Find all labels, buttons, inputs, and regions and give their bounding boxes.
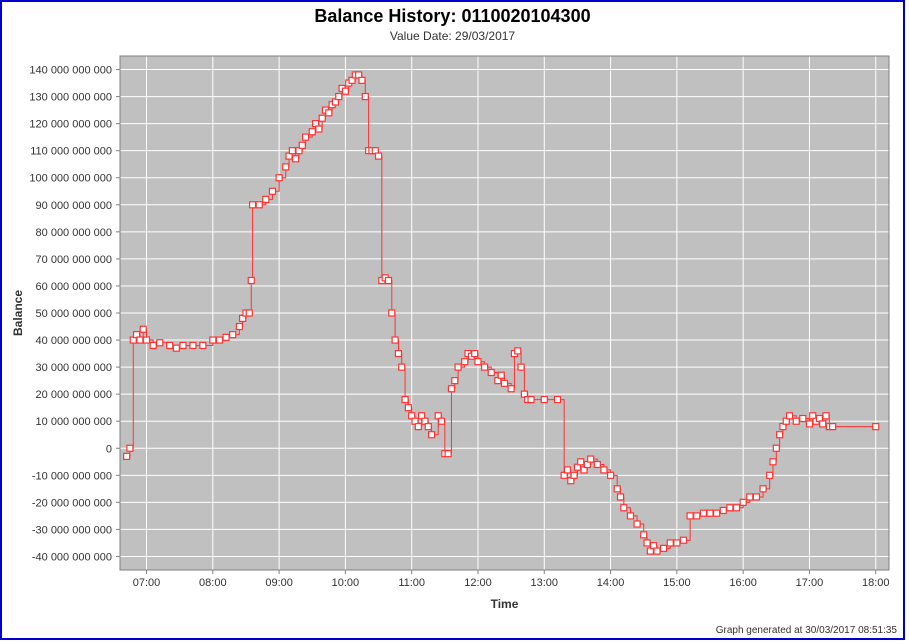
svg-text:20 000 000 000: 20 000 000 000 [36, 389, 112, 401]
svg-text:-30 000 000 000: -30 000 000 000 [32, 524, 112, 536]
svg-text:110 000 000 000: 110 000 000 000 [30, 146, 112, 158]
chart-subtitle: Value Date: 29/03/2017 [2, 29, 903, 43]
svg-text:10:00: 10:00 [332, 577, 360, 589]
svg-text:120 000 000 000: 120 000 000 000 [29, 119, 112, 131]
svg-text:07:00: 07:00 [133, 577, 161, 589]
svg-text:140 000 000 000: 140 000 000 000 [29, 65, 112, 77]
svg-text:130 000 000 000: 130 000 000 000 [29, 92, 112, 104]
svg-text:16:00: 16:00 [729, 577, 757, 589]
chart-svg: -40 000 000 000 -30 000 000 000 -20 000 00… [8, 48, 901, 614]
svg-text:09:00: 09:00 [265, 577, 293, 589]
svg-text:70 000 000 000: 70 000 000 000 [36, 254, 112, 266]
svg-text:14:00: 14:00 [597, 577, 625, 589]
svg-text:-40 000 000 000: -40 000 000 000 [32, 551, 112, 563]
svg-text:13:00: 13:00 [531, 577, 559, 589]
svg-text:90 000 000 000: 90 000 000 000 [36, 200, 112, 212]
chart-footer: Graph generated at 30/03/2017 08:51:35 [716, 625, 897, 636]
svg-text:Time: Time [491, 597, 519, 611]
chart-title: Balance History: 0110020104300 [2, 6, 903, 27]
plot-area: -40 000 000 000 -30 000 000 000 -20 000 00… [8, 48, 897, 610]
svg-text:12:00: 12:00 [464, 577, 492, 589]
svg-text:08:00: 08:00 [199, 577, 227, 589]
svg-text:11:00: 11:00 [398, 577, 425, 589]
svg-text:100 000 000 000: 100 000 000 000 [29, 173, 112, 185]
svg-text:80 000 000 000: 80 000 000 000 [36, 227, 112, 239]
svg-text:50 000 000 000: 50 000 000 000 [36, 308, 112, 320]
svg-text:40 000 000 000: 40 000 000 000 [36, 335, 112, 347]
svg-text:15:00: 15:00 [663, 577, 691, 589]
svg-text:-10 000 000 000: -10 000 000 000 [32, 470, 112, 482]
svg-text:60 000 000 000: 60 000 000 000 [36, 281, 112, 293]
svg-text:Balance: Balance [11, 290, 25, 336]
svg-text:0: 0 [106, 443, 112, 455]
svg-text:-20 000 000 000: -20 000 000 000 [32, 497, 112, 509]
svg-text:10 000 000 000: 10 000 000 000 [36, 416, 112, 428]
svg-text:17:00: 17:00 [796, 577, 824, 589]
svg-text:18:00: 18:00 [862, 577, 890, 589]
svg-text:30 000 000 000: 30 000 000 000 [36, 362, 112, 374]
chart-frame: Balance History: 0110020104300 Value Dat… [0, 0, 905, 640]
